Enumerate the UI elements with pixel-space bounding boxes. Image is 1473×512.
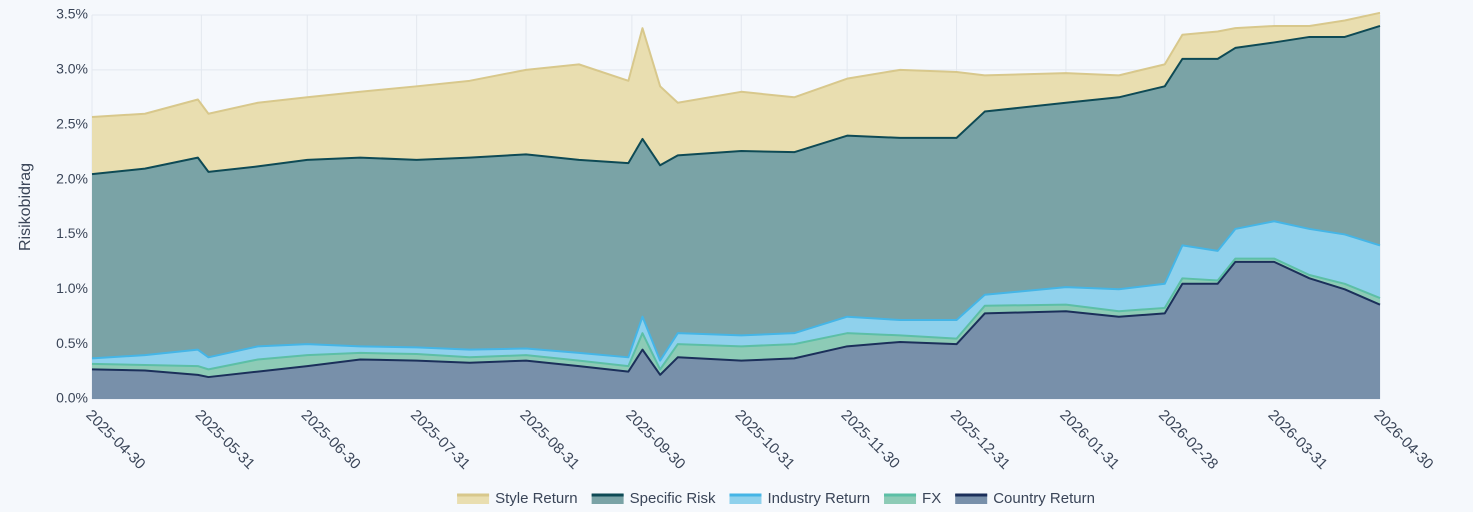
area-line	[91, 260, 1381, 379]
legend-label: Industry Return	[767, 490, 870, 507]
legend-label: Specific Risk	[630, 490, 716, 507]
area-line	[91, 220, 1381, 362]
legend-label: Country Return	[993, 490, 1095, 507]
area-line	[91, 11, 1381, 119]
legend-swatch	[729, 494, 762, 504]
y-tick-label: 0.5%	[56, 335, 88, 351]
y-tick-label: 3.0%	[56, 61, 88, 77]
legend-swatch	[591, 494, 624, 504]
y-tick-label: 1.0%	[56, 280, 88, 296]
area-fill	[92, 25, 1380, 361]
area-line	[91, 25, 1381, 176]
y-tick-label: 2.0%	[56, 170, 88, 186]
legend: Style Return Specific Risk Industry Return…	[457, 490, 1095, 507]
legend-swatch	[955, 494, 988, 504]
y-axis-label: Risikobidrag	[17, 163, 34, 251]
area-fill	[92, 261, 1380, 399]
legend-swatch	[884, 494, 917, 504]
area-fill	[92, 258, 1380, 378]
legend-swatch	[457, 494, 490, 504]
y-tick-label: 2.5%	[56, 115, 88, 131]
legend-label: Style Return	[495, 490, 578, 507]
y-tick-label: 3.5%	[56, 6, 88, 22]
legend-label: FX	[922, 490, 941, 507]
y-tick-label: 1.5%	[56, 225, 88, 241]
areas	[91, 11, 1381, 399]
area-line	[91, 257, 1381, 371]
y-tick-label: 0.0%	[56, 390, 88, 406]
